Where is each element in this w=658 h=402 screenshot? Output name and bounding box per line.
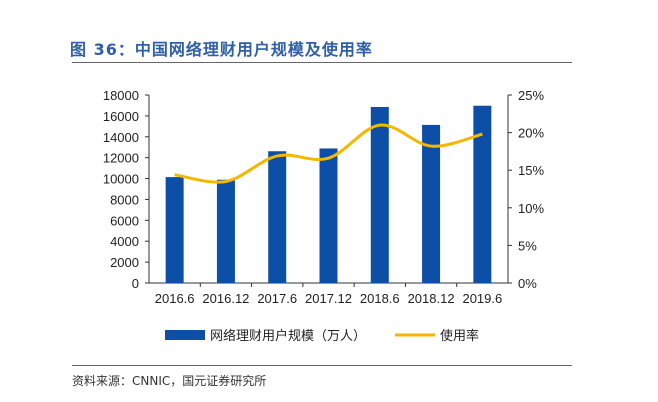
figure-title: 图 36：中国网络理财用户规模及使用率: [70, 40, 373, 59]
legend-bar-swatch: [165, 330, 205, 340]
right-tick-label: 10%: [518, 201, 544, 216]
bar: [216, 179, 235, 283]
bar: [473, 105, 492, 284]
left-tick-label: 2000: [110, 255, 139, 270]
x-tick-label: 2016.6: [155, 291, 195, 306]
left-tick-label: 4000: [110, 234, 139, 249]
left-tick-label: 18000: [103, 88, 139, 103]
x-tick-label: 2017.6: [257, 291, 297, 306]
right-tick-label: 5%: [518, 238, 537, 253]
source-note: 资料来源：CNNIC，国元证券研究所: [72, 374, 267, 388]
left-tick-label: 6000: [110, 213, 139, 228]
bar: [165, 177, 184, 283]
bar: [319, 148, 338, 283]
left-tick-label: 12000: [103, 151, 139, 166]
bar: [370, 106, 389, 283]
x-tick-label: 2018.12: [408, 291, 455, 306]
right-tick-label: 25%: [518, 88, 544, 103]
x-tick-label: 2017.12: [305, 291, 352, 306]
right-tick-label: 20%: [518, 126, 544, 141]
left-tick-label: 10000: [103, 172, 139, 187]
bar: [268, 151, 287, 283]
left-tick-label: 8000: [110, 192, 139, 207]
left-tick-label: 14000: [103, 130, 139, 145]
legend-line-label: 使用率: [440, 328, 479, 343]
top-divider: [72, 62, 572, 63]
right-tick-label: 0%: [518, 276, 537, 291]
x-tick-label: 2016.12: [202, 291, 249, 306]
right-tick-label: 15%: [518, 163, 544, 178]
left-tick-label: 16000: [103, 109, 139, 124]
x-tick-label: 2019.6: [462, 291, 502, 306]
left-tick-label: 0: [132, 276, 139, 291]
legend-bar-label: 网络理财用户规模（万人）: [210, 328, 366, 343]
bar: [422, 124, 441, 283]
bottom-divider: [72, 365, 572, 366]
x-tick-label: 2018.6: [360, 291, 400, 306]
